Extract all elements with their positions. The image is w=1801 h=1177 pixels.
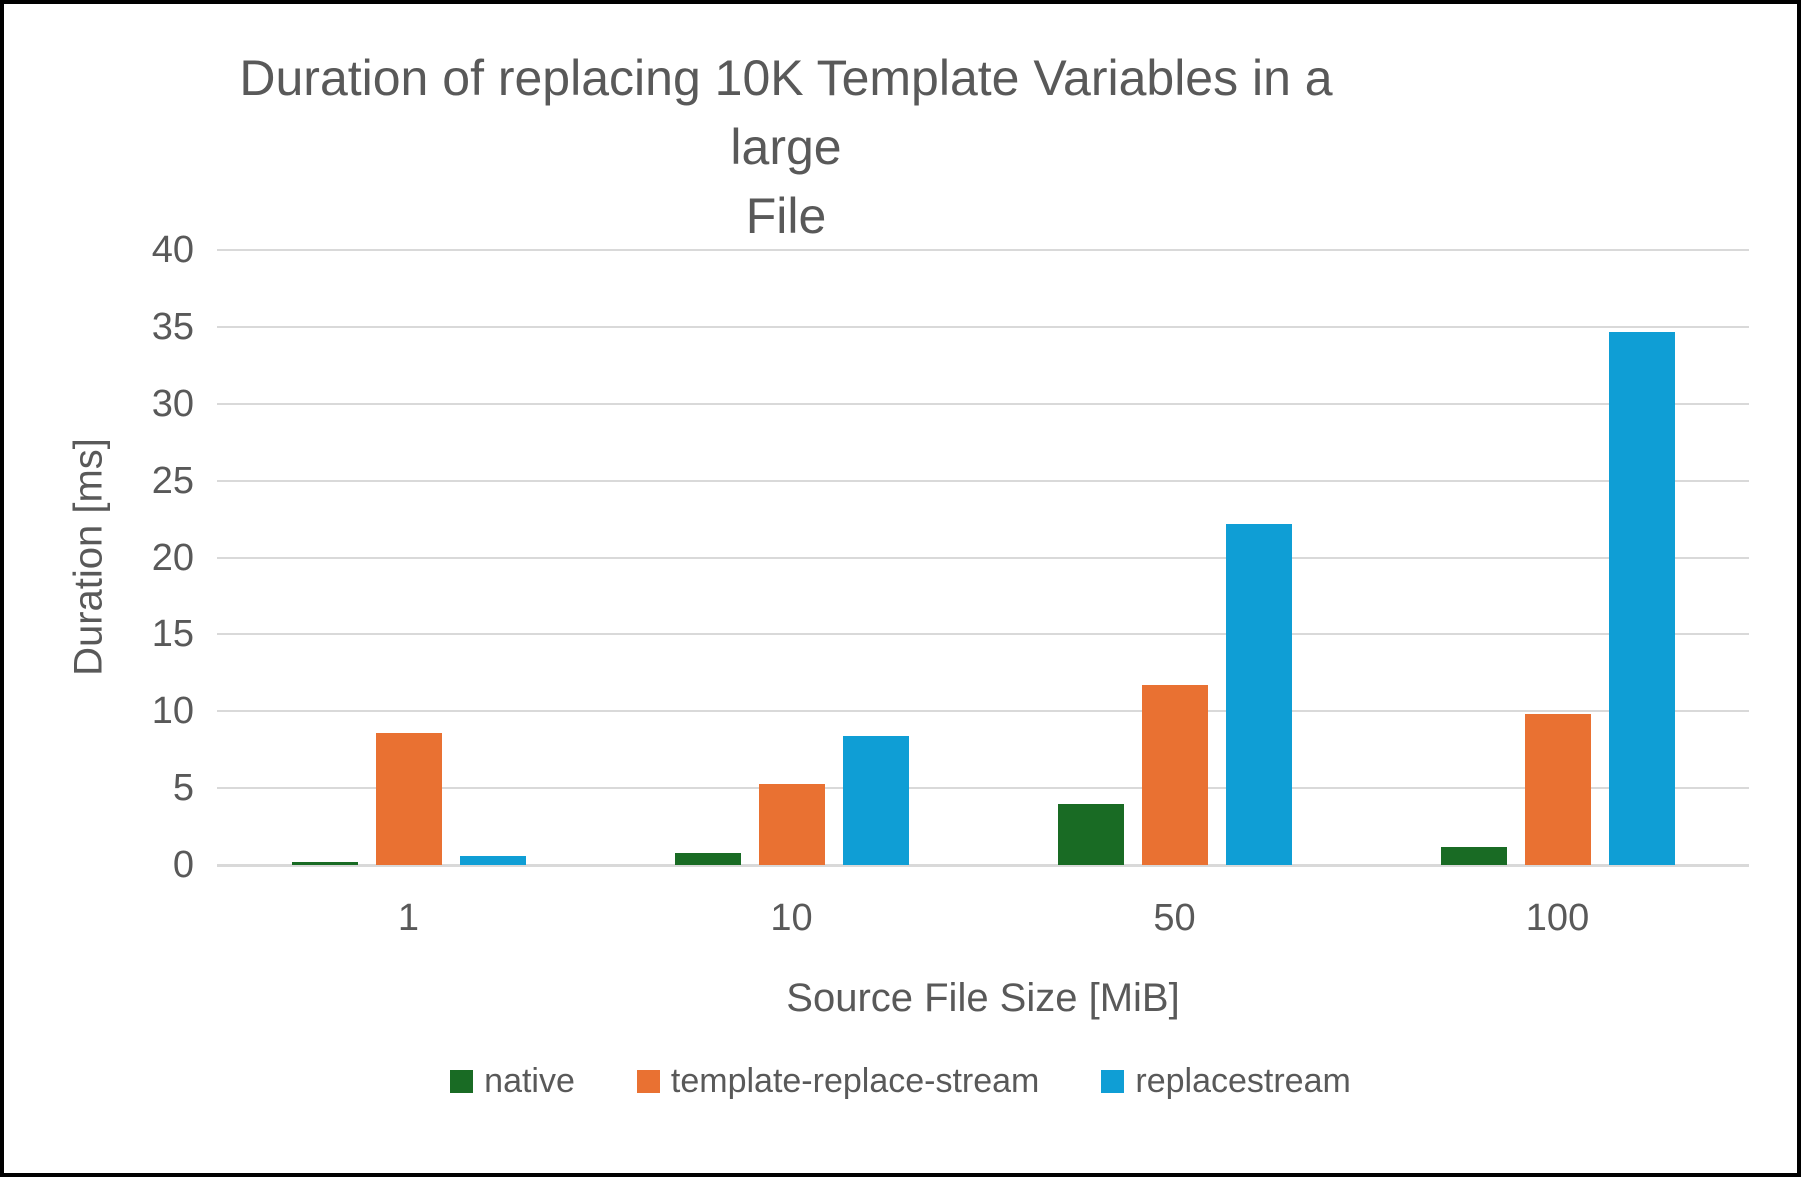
y-tick-label-0: 0 [172, 844, 194, 886]
gridline-y-40 [217, 249, 1749, 251]
chart-title-line-1: Duration of replacing 10K Template Varia… [239, 50, 1333, 175]
gridline-y-30 [217, 402, 1749, 405]
bar-template-replace-stream-1 [375, 732, 442, 865]
y-tick-label-20: 20 [151, 536, 194, 579]
bar-replacestream-1 [459, 855, 526, 865]
legend-label: template-replace-stream [670, 1062, 1040, 1100]
x-tick-label-1: 1 [397, 897, 420, 939]
bar-replacestream-50 [1225, 523, 1292, 865]
y-tick-label-15: 15 [151, 613, 194, 656]
y-tick-label-25: 25 [151, 459, 194, 502]
gridline-y-15 [217, 633, 1749, 636]
gridline-y-0 [217, 864, 1749, 867]
x-tick-label-50: 50 [1153, 897, 1196, 939]
legend-item-native: native [450, 1062, 575, 1101]
bar-template-replace-stream-50 [1141, 685, 1208, 865]
gridline-y-35 [217, 325, 1749, 328]
chart-title-line-2: File [745, 188, 827, 244]
legend: native template-replace-stream replacestre… [4, 1062, 1797, 1101]
legend-item-replacestream: replacestream [1101, 1062, 1351, 1101]
legend-label: native [484, 1062, 575, 1100]
bar-template-replace-stream-10 [758, 783, 825, 865]
gridline-y-25 [217, 479, 1749, 482]
bar-template-replace-stream-100 [1524, 714, 1591, 865]
legend-swatch-icon [1101, 1070, 1125, 1093]
x-axis-title: Source File Size [MiB] [786, 976, 1180, 1020]
bar-native-50 [1057, 803, 1124, 865]
gridline-y-10 [217, 710, 1749, 713]
bar-replacestream-10 [842, 735, 909, 865]
legend-swatch-icon [636, 1070, 660, 1093]
legend-label: replacestream [1135, 1062, 1351, 1100]
chart-title: Duration of replacing 10K Template Varia… [186, 44, 1386, 251]
y-tick-label-35: 35 [151, 305, 194, 348]
y-tick-label-30: 30 [151, 382, 194, 425]
gridline-y-20 [217, 556, 1749, 559]
y-tick-label-40: 40 [151, 229, 194, 271]
legend-item-template-replace-stream: template-replace-stream [636, 1062, 1040, 1101]
y-tick-label-5: 5 [172, 767, 194, 810]
gridline-y-5 [217, 787, 1749, 790]
plot-area [217, 249, 1749, 867]
x-tick-label-10: 10 [770, 897, 813, 939]
legend-swatch-icon [450, 1070, 474, 1093]
y-tick-label-10: 10 [151, 690, 194, 733]
bar-native-10 [674, 852, 741, 865]
bar-native-100 [1440, 846, 1507, 865]
bar-replacestream-100 [1608, 331, 1675, 865]
bar-native-1 [291, 861, 358, 865]
x-tick-label-100: 100 [1525, 897, 1590, 939]
